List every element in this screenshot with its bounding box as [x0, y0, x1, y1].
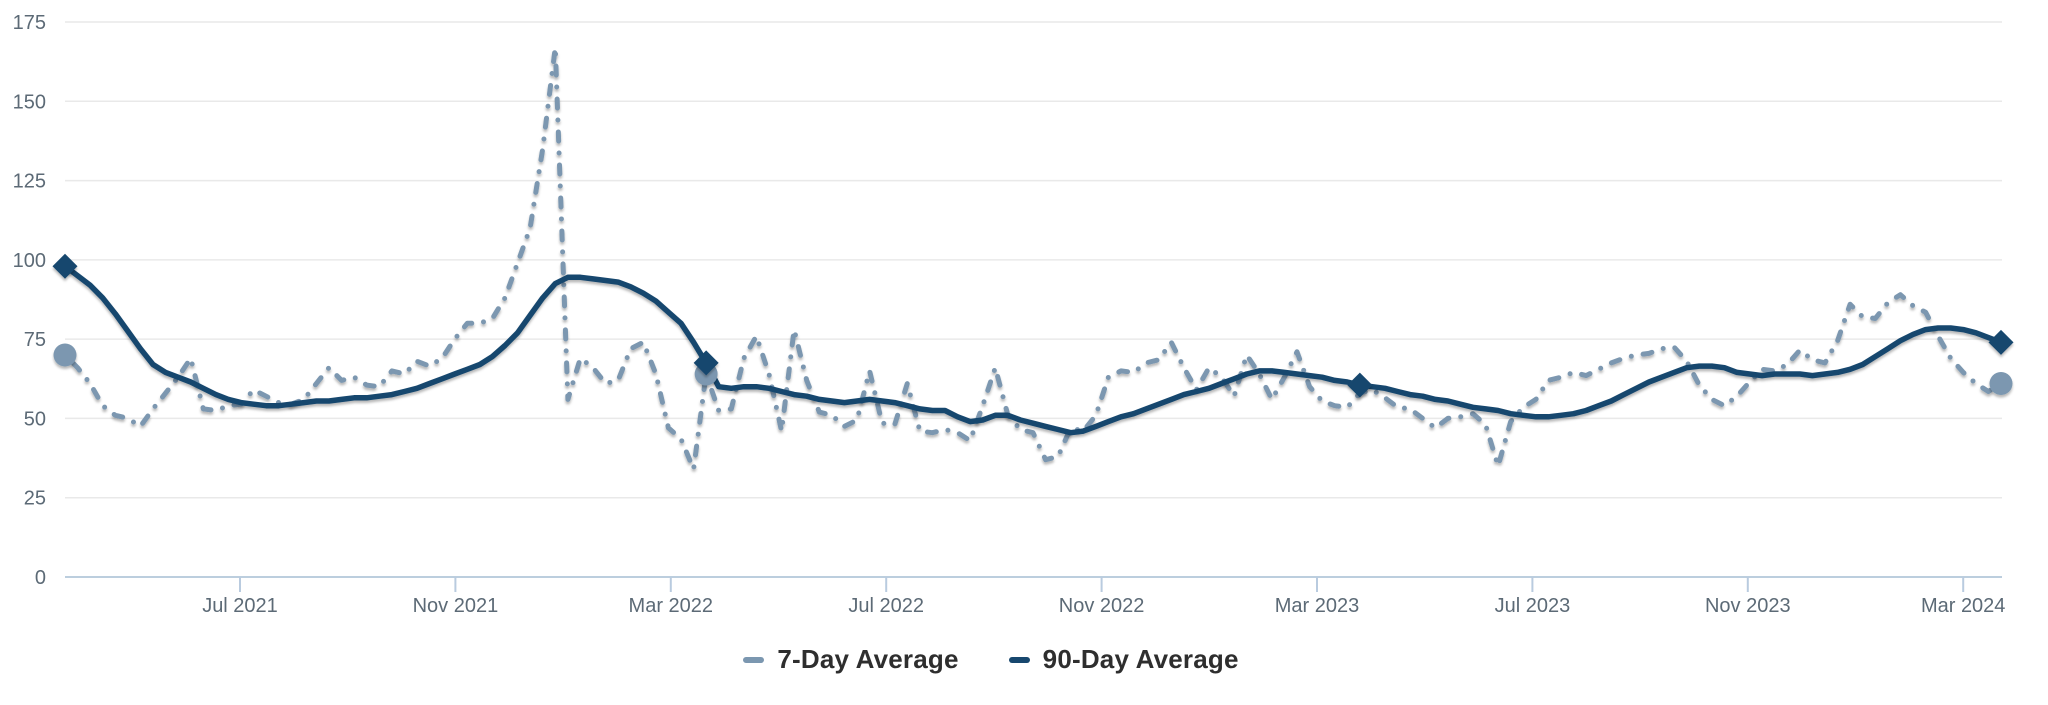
x-axis-tick-label: Nov 2021	[413, 595, 499, 617]
seven-day-marker-circle[interactable]	[53, 343, 77, 367]
legend-label-7day-average: 7-Day Average	[777, 644, 959, 674]
y-axis-labels: 0 25 50 75 100 125 150 175	[13, 12, 46, 589]
x-axis: Jul 2021 Nov 2021 Mar 2022 Jul 2022 Nov 2022…	[202, 577, 2005, 617]
seven-day-marker-circle[interactable]	[1989, 372, 2013, 396]
x-axis-tick-label: Mar 2022	[629, 595, 714, 617]
x-axis-tick-label: Nov 2022	[1059, 595, 1145, 617]
x-axis-tick-label: Nov 2023	[1705, 595, 1791, 617]
ninety-day-marker-diamond[interactable]	[1988, 329, 2014, 355]
ninety-day-average-line[interactable]	[62, 263, 2004, 436]
7day-line-swatch-icon	[743, 656, 765, 663]
legend-label-90day-average: 90-Day Average	[1042, 644, 1239, 674]
y-axis-tick-label: 25	[24, 488, 46, 510]
legend-item-90day-average[interactable]: 90-Day Average	[1008, 644, 1239, 675]
y-axis-tick-label: 50	[24, 408, 46, 430]
90day-line-swatch-icon	[1008, 656, 1030, 663]
y-axis-tick-label: 75	[24, 329, 46, 351]
ninety-day-marker-diamond[interactable]	[1347, 372, 1373, 398]
ninety-day-marker-diamond[interactable]	[52, 253, 78, 279]
y-axis-tick-label: 125	[13, 171, 46, 193]
y-axis-tick-label: 100	[13, 250, 46, 272]
y-axis-tick-label: 150	[13, 91, 46, 113]
chart-legend: 7-Day Average 90-Day Average	[0, 644, 2015, 675]
y-axis-tick-label: 0	[35, 567, 46, 589]
y-axis-tick-label: 175	[13, 12, 46, 34]
legend-item-7day-average[interactable]: 7-Day Average	[743, 644, 958, 675]
x-axis-tick-label: Mar 2023	[1275, 595, 1360, 617]
x-axis-tick-label: Jul 2023	[1495, 595, 1571, 617]
ninety-day-marker-diamond[interactable]	[693, 350, 719, 376]
series-lines	[62, 44, 2004, 472]
x-axis-tick-label: Jul 2021	[202, 595, 278, 617]
gridlines	[65, 21, 2002, 578]
seven-day-average-line[interactable]	[62, 44, 2004, 472]
series-markers	[52, 253, 2014, 398]
x-axis-tick-label: Mar 2024	[1921, 595, 2006, 617]
x-axis-tick-label: Jul 2022	[848, 595, 924, 617]
